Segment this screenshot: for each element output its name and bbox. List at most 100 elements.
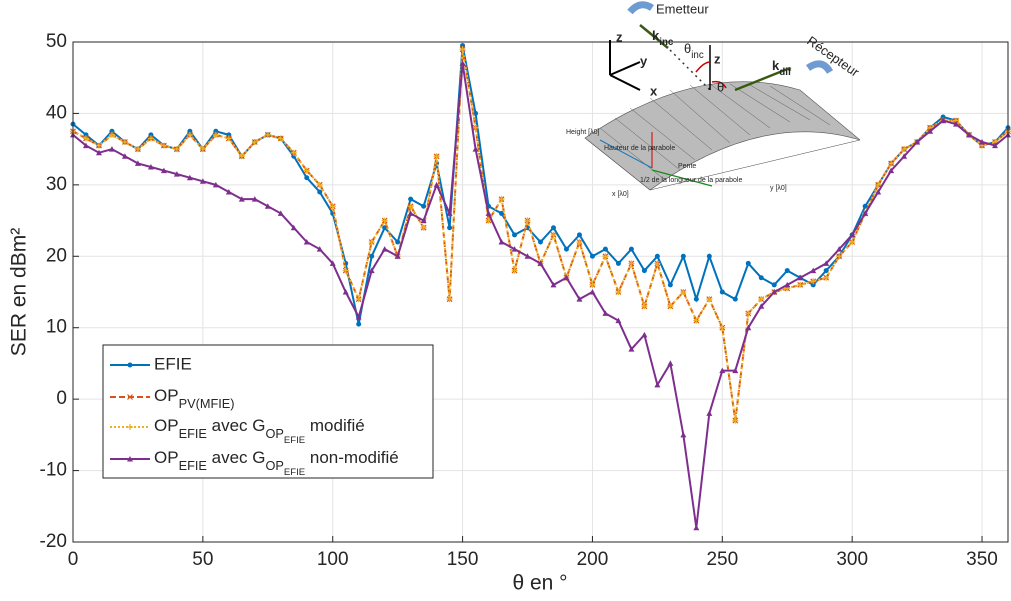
marker (238, 196, 245, 202)
y-tick-label: 50 (46, 31, 67, 52)
marker (329, 260, 336, 266)
marker (277, 210, 284, 216)
marker (927, 128, 934, 134)
marker (810, 278, 817, 285)
marker (394, 253, 401, 259)
marker (421, 203, 427, 209)
x-tick-label: 150 (447, 549, 479, 570)
marker (693, 317, 700, 324)
marker (186, 174, 193, 181)
marker (472, 124, 479, 131)
marker (810, 282, 816, 288)
marker (173, 146, 180, 153)
legend: EFIE OPPV(MFIE)​ OPEFIE​ avec GOPEFIE​​ mo… (110, 354, 399, 478)
emitter-label: Emetteur (656, 1, 709, 16)
marker (589, 253, 595, 259)
marker (732, 367, 739, 374)
marker (771, 289, 778, 295)
marker (654, 260, 661, 267)
marker (212, 131, 219, 138)
marker (173, 171, 180, 177)
marker (342, 289, 349, 295)
z-label: z (616, 29, 623, 44)
x-tick-label: 0 (68, 549, 79, 570)
marker (290, 149, 297, 156)
marker (849, 231, 856, 238)
marker (615, 260, 621, 266)
marker (251, 196, 258, 202)
marker (732, 296, 738, 302)
marker (420, 224, 427, 231)
x-tick-label: 250 (706, 549, 738, 570)
marker (226, 132, 232, 138)
marker (381, 217, 388, 224)
marker (498, 239, 505, 245)
marker (212, 181, 219, 188)
legend-label: OPEFIE​ avec GOPEFIE​​ non-modifié (154, 448, 399, 477)
marker (199, 146, 206, 153)
marker (693, 524, 700, 531)
marker (914, 139, 921, 145)
marker (134, 160, 141, 166)
marker (576, 232, 582, 238)
marker (199, 178, 206, 184)
y-tick-label: 20 (46, 245, 67, 266)
marker (485, 217, 492, 224)
marker (225, 135, 232, 142)
marker (511, 267, 518, 274)
marker (537, 260, 544, 266)
marker (602, 246, 608, 252)
y-tick-label: 30 (46, 174, 67, 195)
marker (719, 289, 725, 295)
marker (369, 253, 375, 259)
marker (745, 324, 752, 331)
marker (511, 246, 518, 252)
marker (576, 296, 583, 302)
marker (758, 296, 765, 303)
marker (693, 296, 699, 302)
z2-label: z (714, 51, 721, 66)
x-tick-label: 350 (966, 549, 998, 570)
marker (563, 246, 569, 252)
marker (797, 281, 804, 288)
series (70, 60, 1011, 531)
marker (264, 203, 271, 209)
marker (213, 128, 219, 134)
marker (875, 181, 882, 188)
marker (433, 153, 440, 160)
k-inc-arrow (639, 24, 669, 49)
marker (758, 275, 764, 281)
marker (186, 131, 193, 138)
marker (810, 267, 817, 274)
theta-label: θ (717, 79, 724, 94)
marker (901, 146, 908, 153)
marker (460, 43, 466, 49)
marker (940, 114, 946, 120)
marker (83, 132, 89, 138)
marker (849, 239, 856, 245)
marker (147, 135, 154, 142)
marker (836, 246, 843, 252)
marker (127, 456, 133, 462)
marker (628, 346, 635, 352)
marker (745, 310, 752, 317)
slope-label: Pente (678, 163, 696, 170)
marker (447, 225, 453, 231)
mesh-edge (649, 139, 861, 191)
marker (407, 203, 414, 210)
marker (127, 424, 133, 430)
marker (225, 189, 232, 195)
marker (966, 131, 973, 138)
marker (329, 203, 336, 210)
marker (862, 210, 869, 216)
marker (823, 274, 830, 281)
marker (641, 303, 648, 310)
emitter-icon (627, 1, 654, 15)
marker (667, 360, 674, 366)
x-tick-label: 200 (577, 549, 609, 570)
marker (95, 142, 102, 149)
marker (499, 210, 505, 216)
y-tick-label: -10 (40, 460, 67, 481)
marker (316, 181, 323, 188)
